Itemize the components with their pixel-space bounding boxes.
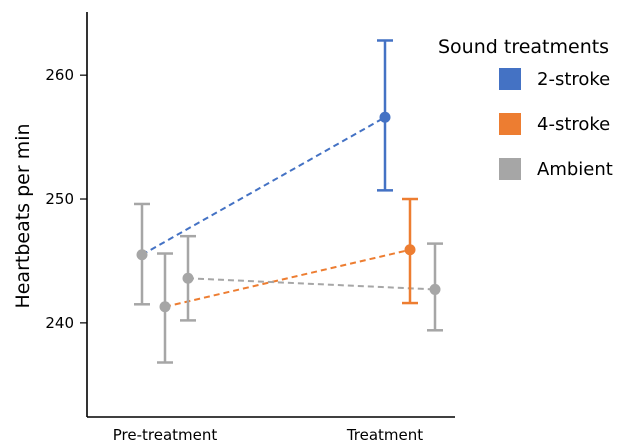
- y-tick-label: 260: [45, 66, 74, 84]
- y-tick-label: 240: [45, 314, 74, 332]
- legend-swatch: [499, 68, 521, 90]
- data-point: [159, 301, 171, 313]
- data-point: [429, 283, 441, 295]
- legend: Sound treatments 2-stroke 4-stroke Ambient: [438, 36, 613, 180]
- x-labels: Pre-treatment Treatment: [113, 426, 424, 444]
- legend-label: Ambient: [537, 159, 613, 180]
- legend-swatch: [499, 113, 521, 135]
- data-point: [136, 249, 148, 261]
- data-points: [136, 111, 441, 313]
- y-tick-label: 250: [45, 190, 74, 208]
- x-category-label: Treatment: [346, 426, 423, 444]
- x-category-label: Pre-treatment: [113, 426, 218, 444]
- legend-label: 4-stroke: [537, 114, 610, 135]
- data-point: [182, 272, 194, 284]
- legend-swatch: [499, 158, 521, 180]
- y-axis-label: Heartbeats per min: [12, 123, 34, 308]
- connector-lines: [141, 116, 436, 308]
- connector-line: [187, 277, 436, 291]
- connector-line: [164, 248, 411, 308]
- axes: [86, 12, 455, 418]
- y-ticks: 240 250 260: [45, 66, 87, 332]
- data-point: [379, 111, 391, 123]
- connector-line: [141, 116, 386, 256]
- error-bars: [134, 39, 443, 364]
- legend-label: 2-stroke: [537, 69, 610, 90]
- legend-title: Sound treatments: [438, 36, 609, 58]
- data-point: [404, 244, 416, 256]
